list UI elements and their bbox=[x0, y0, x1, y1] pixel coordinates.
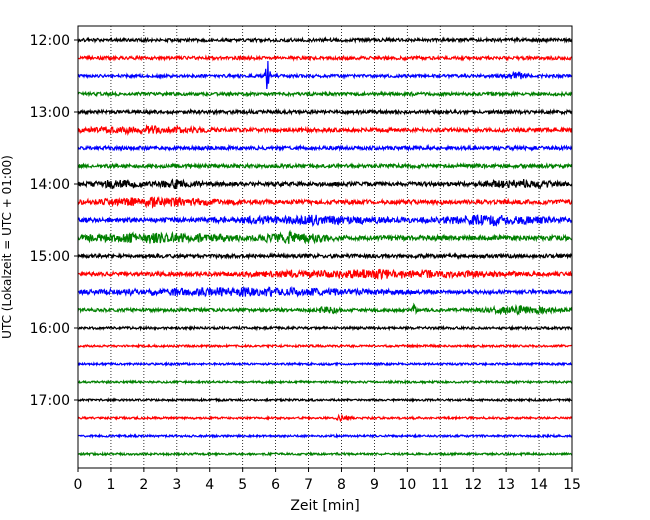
y-axis-label: UTC (Lokalzeit = UTC + 01:00) bbox=[0, 155, 14, 339]
trace-line bbox=[77, 285, 573, 298]
x-tick-label: 12 bbox=[464, 477, 482, 493]
trace-line bbox=[77, 251, 573, 261]
trace-line bbox=[77, 378, 573, 385]
x-tick-label: 6 bbox=[271, 477, 280, 493]
y-axis-ticks: 12:00 13:00 14:00 15:00 16:00 17:00 bbox=[30, 33, 78, 409]
x-tick-label: 0 bbox=[74, 477, 83, 493]
trace-line bbox=[77, 396, 573, 403]
trace-line bbox=[77, 123, 573, 137]
y-tick-label: 16:00 bbox=[30, 321, 70, 337]
x-tick-label: 8 bbox=[337, 477, 346, 493]
trace-line bbox=[77, 268, 573, 281]
trace-line bbox=[77, 195, 573, 209]
trace-line bbox=[77, 214, 573, 227]
trace-line bbox=[77, 178, 573, 190]
trace-line bbox=[77, 107, 573, 116]
x-tick-label: 15 bbox=[563, 477, 581, 493]
x-tick-label: 3 bbox=[172, 477, 181, 493]
trace-line bbox=[77, 324, 573, 332]
trace-line bbox=[77, 342, 573, 349]
x-axis-label: Zeit [min] bbox=[290, 498, 359, 514]
x-tick-label: 13 bbox=[497, 477, 515, 493]
trace-line bbox=[77, 161, 573, 171]
x-tick-label: 4 bbox=[205, 477, 214, 493]
trace-line bbox=[77, 432, 573, 439]
x-tick-label: 14 bbox=[530, 477, 548, 493]
trace-line bbox=[77, 60, 573, 90]
x-axis-ticks: 0 1 2 3 4 5 6 7 8 9 10 11 12 13 14 15 bbox=[74, 468, 581, 493]
x-tick-label: 7 bbox=[304, 477, 313, 493]
trace-line bbox=[77, 361, 573, 367]
x-tick-label: 9 bbox=[370, 477, 379, 493]
x-tick-label: 11 bbox=[431, 477, 449, 493]
trace-line bbox=[77, 143, 573, 153]
trace-line bbox=[77, 229, 573, 245]
trace-line bbox=[77, 90, 573, 98]
plot-frame bbox=[77, 25, 573, 469]
trace-line bbox=[77, 36, 573, 44]
x-tick-label: 5 bbox=[238, 477, 247, 493]
x-tick-label: 1 bbox=[106, 477, 115, 493]
y-tick-label: 17:00 bbox=[30, 393, 70, 409]
trace-line bbox=[77, 451, 573, 457]
trace-line bbox=[77, 54, 573, 62]
y-tick-label: 14:00 bbox=[30, 177, 70, 193]
trace-group bbox=[77, 36, 573, 457]
x-tick-label: 2 bbox=[139, 477, 148, 493]
y-tick-label: 12:00 bbox=[30, 33, 70, 49]
x-tick-label: 10 bbox=[398, 477, 416, 493]
trace-line bbox=[77, 413, 573, 423]
trace-line bbox=[77, 302, 573, 316]
y-tick-label: 13:00 bbox=[30, 105, 70, 121]
y-tick-label: 15:00 bbox=[30, 249, 70, 265]
